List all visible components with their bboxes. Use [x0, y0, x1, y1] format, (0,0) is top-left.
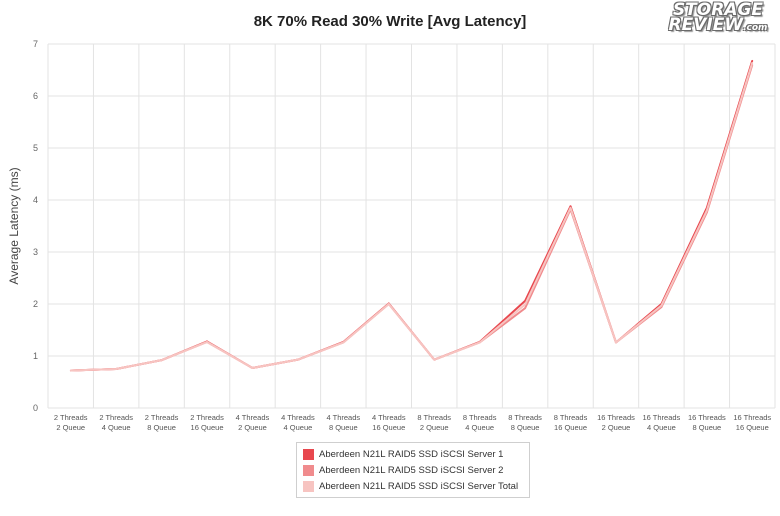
- y-tick-label: 7: [33, 39, 38, 49]
- x-tick-label-line1: 2 Threads: [145, 413, 179, 422]
- y-tick-label: 3: [33, 247, 38, 257]
- x-tick-label-line2: 16 Queue: [191, 423, 224, 432]
- series-point-2: [297, 358, 299, 361]
- legend-item-server-total[interactable]: Aberdeen N21L RAID5 SSD iSCSI Server Tot…: [303, 478, 523, 494]
- series-point-2: [387, 303, 390, 305]
- x-tick-label-line1: 16 Threads: [688, 413, 726, 422]
- x-tick-label: 2 Threads 16 Queue: [190, 413, 224, 432]
- x-tick-label-line1: 16 Threads: [643, 413, 681, 422]
- x-tick-label: 8 Threads 2 Queue: [417, 413, 451, 432]
- y-tick-label: 5: [33, 143, 38, 153]
- logo-line2: REVIEW.com: [662, 17, 774, 34]
- x-tick-label-line2: 4 Queue: [647, 423, 676, 432]
- x-tick-label: 2 Threads 2 Queue: [54, 413, 88, 432]
- x-tick-label-line2: 2 Queue: [602, 423, 631, 432]
- x-tick-label-line2: 2 Queue: [56, 423, 85, 432]
- series-point-2: [660, 304, 663, 307]
- x-tick-label: 4 Threads 8 Queue: [327, 413, 361, 432]
- legend-swatch-server-1: [303, 448, 314, 460]
- x-tick-label-line2: 8 Queue: [692, 423, 721, 432]
- x-tick-label-line1: 8 Threads: [463, 413, 497, 422]
- y-tick-label: 1: [33, 351, 38, 361]
- legend-swatch-server-2: [303, 464, 314, 476]
- legend-label-server-2: Aberdeen N21L RAID5 SSD iSCSI Server 2: [319, 464, 504, 476]
- x-tick-label: 16 Threads 2 Queue: [597, 413, 635, 432]
- x-tick-label-line1: 16 Threads: [733, 413, 771, 422]
- y-tick-label: 6: [33, 91, 38, 101]
- y-tick-label: 2: [33, 299, 38, 309]
- storagereview-logo: STORAGE REVIEW.com: [662, 2, 774, 40]
- x-tick-label-line2: 8 Queue: [511, 423, 540, 432]
- x-tick-label-line1: 2 Threads: [54, 413, 88, 422]
- x-tick-label-line2: 16 Queue: [736, 423, 769, 432]
- series-point-2: [706, 209, 708, 212]
- x-tick-label-line1: 2 Threads: [99, 413, 133, 422]
- x-tick-label-line2: 8 Queue: [147, 423, 176, 432]
- series-line-2: [70, 62, 754, 372]
- series-point-2: [206, 341, 208, 343]
- x-tick-label-line1: 4 Threads: [281, 413, 315, 422]
- x-tick-label-line2: 16 Queue: [554, 423, 587, 432]
- series-point-2: [115, 368, 117, 370]
- y-tick-label: 0: [33, 403, 38, 413]
- x-tick-label: 16 Threads 4 Queue: [643, 413, 681, 432]
- x-tick-label: 8 Threads 8 Queue: [508, 413, 542, 432]
- x-tick-label-line1: 8 Threads: [417, 413, 451, 422]
- y-tick-label: 4: [33, 195, 38, 205]
- x-tick-label-line1: 8 Threads: [508, 413, 542, 422]
- x-tick-label: 2 Threads 8 Queue: [145, 413, 179, 432]
- series-point-2: [433, 358, 436, 361]
- legend-label-server-1: Aberdeen N21L RAID5 SSD iSCSI Server 1: [319, 448, 504, 460]
- x-tick-label-line2: 4 Queue: [465, 423, 494, 432]
- series-point-2: [615, 341, 617, 344]
- x-tick-label-line1: 4 Threads: [372, 413, 406, 422]
- legend-item-server-1[interactable]: Aberdeen N21L RAID5 SSD iSCSI Server 1: [303, 446, 523, 462]
- x-tick-label-line1: 4 Threads: [327, 413, 361, 422]
- series-point-2: [160, 359, 163, 361]
- logo-suffix: .com: [743, 23, 768, 33]
- logo-line1: STORAGE: [672, 0, 764, 20]
- x-tick-label: 8 Threads 16 Queue: [554, 413, 588, 432]
- chart-title: 8K 70% Read 30% Write [Avg Latency]: [254, 13, 527, 30]
- x-tick-label-line1: 8 Threads: [554, 413, 588, 422]
- x-tick-label-line1: 2 Threads: [190, 413, 224, 422]
- series-point-0: [569, 205, 572, 208]
- x-tick-label: 4 Threads 4 Queue: [281, 413, 315, 432]
- x-tick-label-line1: 16 Threads: [597, 413, 635, 422]
- x-tick-label: 16 Threads 16 Queue: [733, 413, 771, 432]
- series-point-2: [69, 369, 72, 372]
- series-point-2: [524, 303, 526, 306]
- x-tick-label-line2: 4 Queue: [284, 423, 313, 432]
- series-point-2: [251, 367, 254, 369]
- series-point-0: [751, 59, 754, 62]
- x-tick-label-line2: 8 Queue: [329, 423, 358, 432]
- series-point-2: [751, 61, 754, 64]
- x-tick-label-line2: 16 Queue: [372, 423, 405, 432]
- x-tick-label-line1: 4 Threads: [236, 413, 270, 422]
- x-tick-label: 16 Threads 8 Queue: [688, 413, 726, 432]
- x-tick-label-line2: 4 Queue: [102, 423, 131, 432]
- series-point-2: [478, 341, 481, 344]
- series-point-0: [524, 300, 526, 302]
- series-point-2: [342, 341, 345, 344]
- logo-line2-text: REVIEW: [668, 15, 744, 35]
- y-axis-label: Average Latency (ms): [7, 167, 21, 284]
- x-tick-label-line2: 2 Queue: [420, 423, 449, 432]
- chart-legend: Aberdeen N21L RAID5 SSD iSCSI Server 1 A…: [296, 442, 530, 498]
- x-tick-label-line2: 2 Queue: [238, 423, 267, 432]
- x-tick-label: 2 Threads 4 Queue: [99, 413, 133, 432]
- x-tick-label: 4 Threads 16 Queue: [372, 413, 406, 432]
- series-point-2: [569, 207, 572, 209]
- x-tick-label: 4 Threads 2 Queue: [236, 413, 270, 432]
- legend-swatch-server-total: [303, 480, 314, 492]
- legend-item-server-2[interactable]: Aberdeen N21L RAID5 SSD iSCSI Server 2: [303, 462, 523, 478]
- x-tick-label: 8 Threads 4 Queue: [463, 413, 497, 432]
- legend-label-server-total: Aberdeen N21L RAID5 SSD iSCSI Server Tot…: [319, 480, 519, 492]
- series-point-1: [524, 307, 526, 309]
